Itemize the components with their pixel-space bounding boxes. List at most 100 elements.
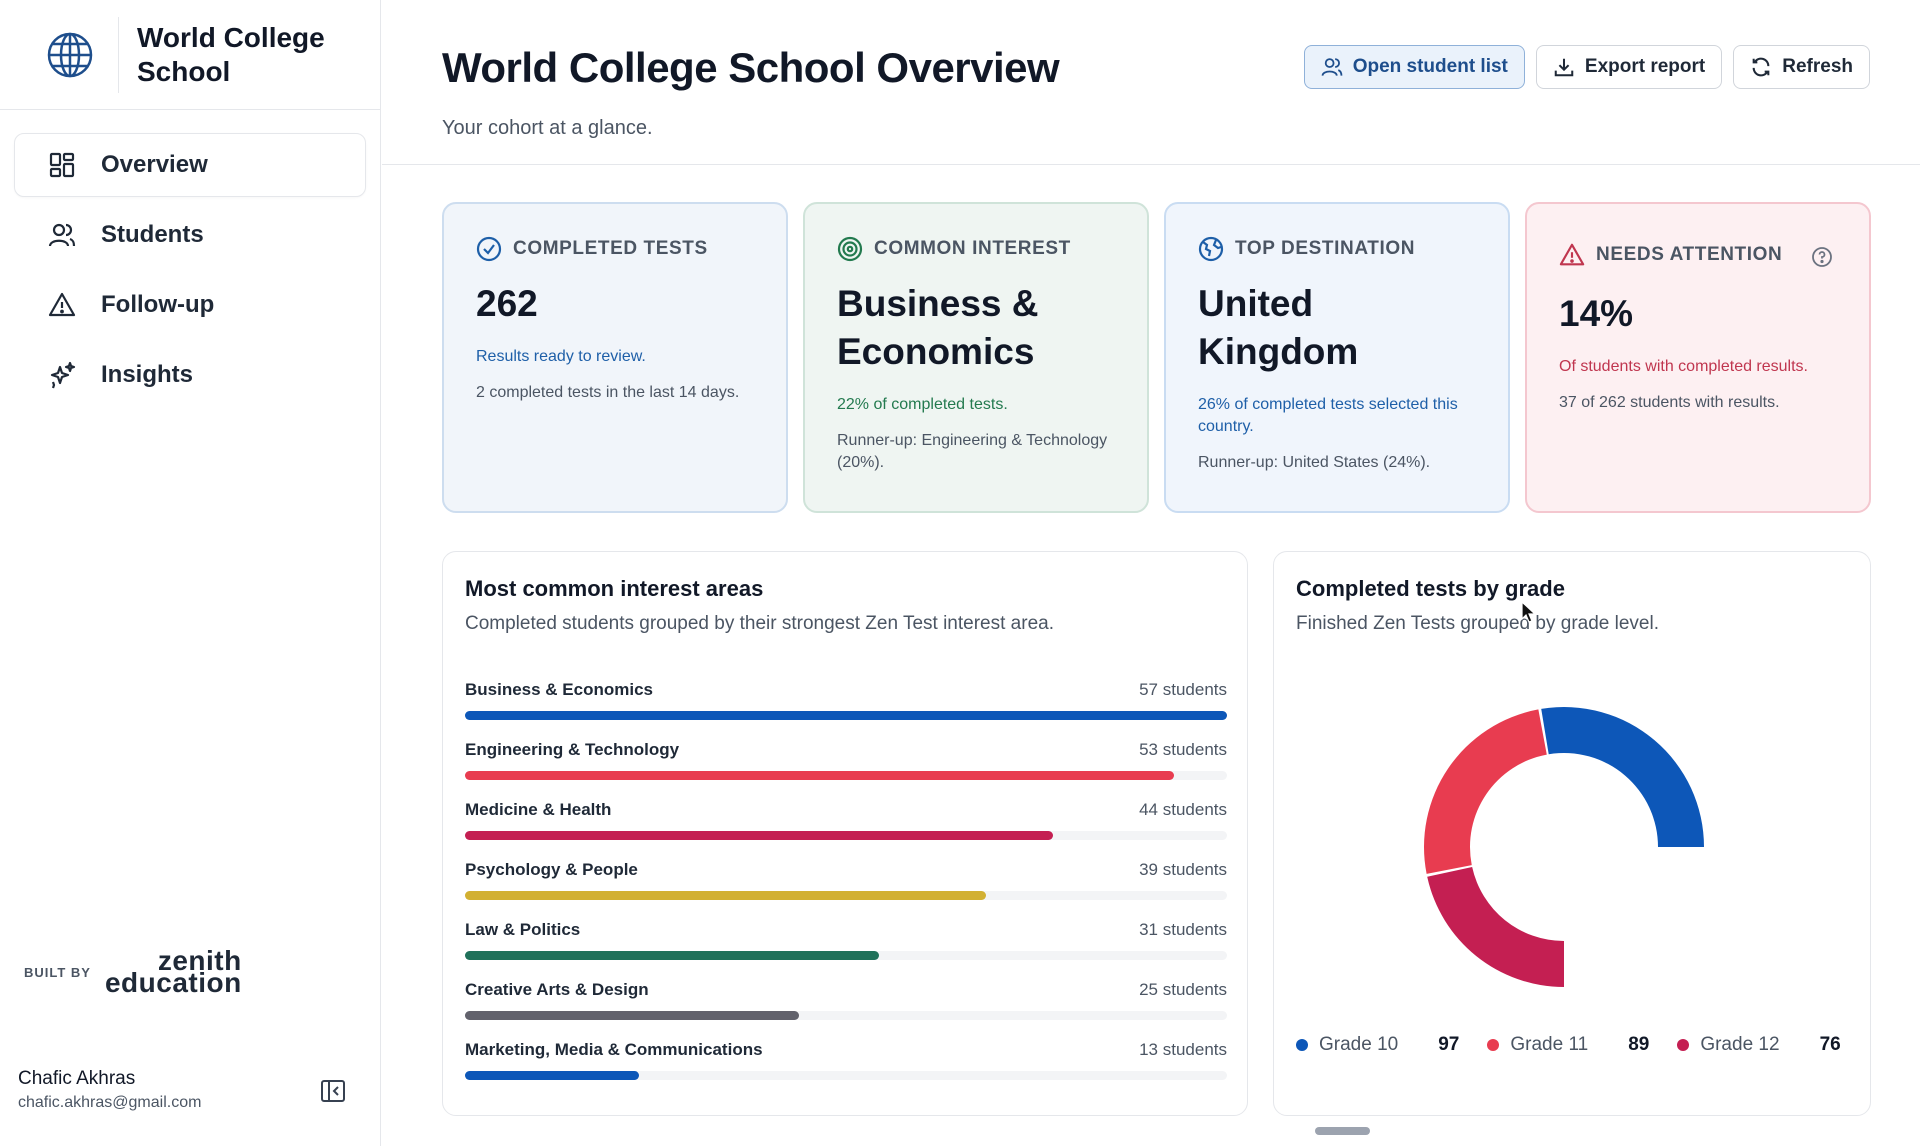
open-student-list-button[interactable]: Open student list [1303, 45, 1525, 89]
legend-dot [1487, 1039, 1500, 1051]
interest-bars: Business & Economics 57 students Engineeri… [465, 680, 1227, 1100]
stat-cards: COMPLETED TESTS 262 Results ready to rev… [442, 202, 1871, 513]
sidebar-item-label: Overview [101, 151, 208, 178]
card-label: COMMON INTEREST [874, 238, 1071, 259]
refresh-icon [1752, 57, 1770, 77]
target-icon [837, 236, 863, 262]
interest-bar-row: Business & Economics 57 students [465, 680, 1227, 740]
globe-icon [1198, 236, 1224, 262]
card-note: 26% of completed tests selected this cou… [1198, 396, 1458, 435]
bar-count: 53 students [1139, 740, 1227, 759]
zenith-logo: zenith education [104, 945, 242, 998]
bar-count: 31 students [1139, 920, 1227, 939]
interest-bar-row: Medicine & Health 44 students [465, 800, 1227, 860]
export-report-button[interactable]: Export report [1535, 45, 1723, 89]
legend-value: 76 [1819, 1034, 1841, 1055]
donut-slice-grade-11[interactable] [1424, 709, 1547, 874]
users-icon [48, 221, 76, 249]
user-name: Chafic Akhras [18, 1068, 136, 1089]
legend-item: Grade 12 76 [1677, 1034, 1841, 1056]
sidebar-item-follow-up[interactable]: Follow-up [14, 273, 366, 337]
sidebar-item-insights[interactable]: Insights [14, 343, 366, 407]
bar-fill [465, 831, 1054, 840]
bar-fill [465, 771, 1174, 780]
bar-track [465, 1071, 1227, 1080]
page-subtitle: Your cohort at a glance. [442, 117, 653, 139]
bar-track [465, 771, 1227, 780]
grid-icon [48, 151, 76, 179]
legend-label: Grade 10 [1319, 1034, 1399, 1055]
users-icon [1321, 58, 1343, 76]
bar-track [465, 1011, 1227, 1020]
panel-title: Most common interest areas [465, 576, 764, 601]
bar-label: Business & Economics [465, 680, 654, 699]
page-header: World College School Overview Your cohor… [382, 0, 1920, 165]
completed-tests-card: COMPLETED TESTS 262 Results ready to rev… [442, 202, 788, 513]
card-note: Results ready to review. [476, 348, 646, 365]
chart-legend: Grade 10 97 Grade 11 89 Grade 12 76 [1296, 1034, 1841, 1056]
legend-item: Grade 10 97 [1296, 1034, 1487, 1056]
bar-label: Creative Arts & Design [465, 980, 649, 999]
sidebar-item-overview[interactable]: Overview [14, 133, 366, 197]
card-label: NEEDS ATTENTION [1596, 244, 1783, 265]
bar-count: 25 students [1139, 980, 1227, 999]
sidebar-nav: Overview Students Follow-up [0, 110, 380, 407]
sidebar-item-label: Follow-up [101, 291, 215, 318]
interest-bar-row: Law & Politics 31 students [465, 920, 1227, 980]
legend-label: Grade 11 [1510, 1034, 1589, 1055]
bar-count: 57 students [1139, 680, 1227, 699]
panel-subtitle: Completed students grouped by their stro… [465, 613, 1054, 634]
bar-count: 44 students [1139, 800, 1227, 819]
warning-icon [1559, 243, 1585, 266]
legend-value: 97 [1438, 1034, 1460, 1055]
school-name: World College School [137, 21, 325, 87]
bar-track [465, 831, 1227, 840]
card-label: COMPLETED TESTS [513, 238, 708, 259]
grade-panel: Completed tests by grade Finished Zen Te… [1273, 551, 1871, 1116]
bar-fill [465, 951, 880, 960]
card-extra: 37 of 262 students with results. [1559, 394, 1780, 411]
scroll-handle[interactable] [1315, 1127, 1370, 1135]
sidebar-item-label: Students [101, 221, 204, 248]
bar-track [465, 951, 1227, 960]
legend-dot [1296, 1039, 1308, 1051]
grade-donut-chart [1424, 707, 1704, 987]
interest-bar-row: Engineering & Technology 53 students [465, 740, 1227, 800]
help-icon[interactable] [1811, 246, 1833, 273]
panel-title: Completed tests by grade [1296, 576, 1565, 601]
donut-slice-grade-10[interactable] [1541, 707, 1704, 847]
card-note: Of students with completed results. [1559, 358, 1808, 375]
sidebar-item-students[interactable]: Students [14, 203, 366, 267]
user-profile[interactable]: Chafic Akhras chafic.akhras@gmail.com [18, 1068, 358, 1112]
legend-label: Grade 12 [1700, 1034, 1780, 1055]
bar-fill [465, 711, 1227, 720]
bar-fill [465, 891, 987, 900]
refresh-button[interactable]: Refresh [1733, 45, 1870, 89]
brand-header: World College School [0, 0, 380, 110]
common-interest-card: COMMON INTEREST Business & Economics 22%… [803, 202, 1149, 513]
donut-slice-grade-12[interactable] [1427, 866, 1564, 987]
mouse-cursor-icon [1521, 600, 1537, 630]
bar-fill [465, 1071, 639, 1080]
bar-label: Psychology & People [465, 860, 638, 879]
interest-bar-row: Marketing, Media & Communications 13 stud… [465, 1040, 1227, 1100]
download-icon [1554, 58, 1574, 77]
card-value: United Kingdom [1198, 283, 1359, 372]
user-email: chafic.akhras@gmail.com [18, 1094, 202, 1111]
interest-bar-row: Creative Arts & Design 25 students [465, 980, 1227, 1040]
interest-bar-row: Psychology & People 39 students [465, 860, 1227, 920]
card-value: Business & Economics [837, 283, 1039, 372]
bar-label: Medicine & Health [465, 800, 612, 819]
card-value: 14% [1559, 293, 1634, 334]
bar-count: 13 students [1139, 1040, 1227, 1059]
globe-icon [46, 31, 94, 79]
top-destination-card: TOP DESTINATION United Kingdom 26% of co… [1164, 202, 1510, 513]
legend-item: Grade 11 89 [1487, 1034, 1677, 1056]
card-note: 22% of completed tests. [837, 396, 1008, 413]
sparkle-icon [48, 361, 76, 389]
bar-label: Law & Politics [465, 920, 581, 939]
bar-label: Engineering & Technology [465, 740, 680, 759]
header-actions: Open student list Export report Refresh [1303, 45, 1870, 89]
needs-attention-card: NEEDS ATTENTION 14% Of students with com… [1525, 202, 1871, 513]
collapse-sidebar-icon[interactable] [320, 1078, 346, 1104]
